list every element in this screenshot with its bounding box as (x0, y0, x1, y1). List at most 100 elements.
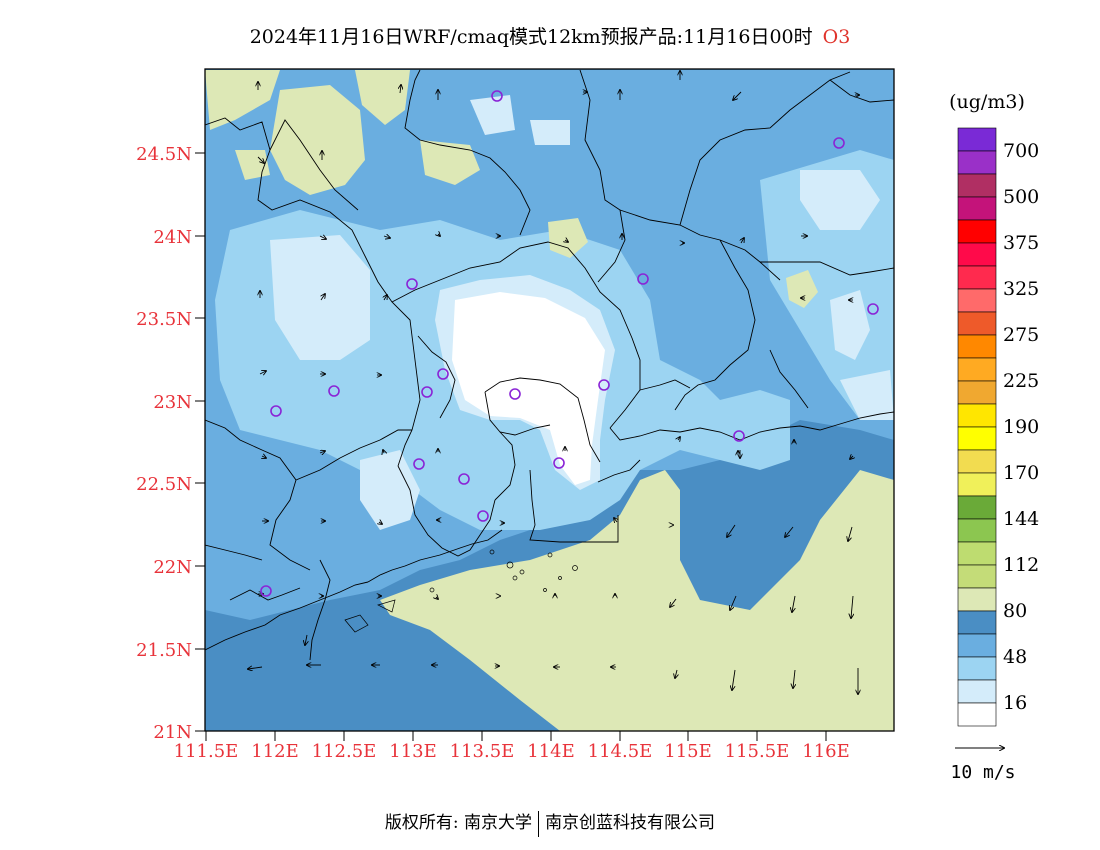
wind-arrow (614, 518, 617, 522)
legend-swatch (957, 495, 997, 520)
copyright-left: 版权所有: 南京大学 (384, 813, 533, 833)
wind-arrow (732, 669, 736, 690)
legend-label: 80 (1003, 600, 1027, 622)
legend-label: 500 (1003, 186, 1039, 208)
wind-arrow (384, 295, 387, 300)
lon-tick-label: 115E (664, 741, 712, 762)
site-marker (406, 278, 418, 290)
site-marker (421, 386, 433, 398)
wind-arrow (319, 236, 326, 239)
legend-label: 170 (1003, 462, 1039, 484)
lat-tick-label: 22.5N (136, 474, 192, 495)
wind-arrow (785, 526, 794, 537)
legend-swatch (957, 633, 997, 658)
lon-tick-label: 112E (251, 741, 299, 762)
wind-arrow (733, 91, 742, 100)
legend-label: 375 (1003, 232, 1039, 254)
lon-tick-label: 111.5E (174, 741, 239, 762)
longitude-labels: 111.5E 112E 112.5E 113E 113.5E 114E 114.… (174, 741, 850, 762)
lat-tick-label: 22N (153, 557, 192, 578)
color-legend: 700 500 375 325 275 225 190 170 144 112 80 48 16 (957, 127, 1039, 727)
wind-arrow (727, 524, 736, 537)
legend-swatch (957, 403, 997, 428)
legend-swatch (957, 380, 997, 405)
legend-swatch (957, 357, 997, 382)
site-marker (260, 585, 272, 597)
lon-tick-label: 114.5E (588, 741, 653, 762)
wind-arrow (793, 669, 795, 688)
site-marker (328, 385, 340, 397)
latitude-labels: 24.5N 24N 23.5N 23N 22.5N 22N 21.5N 21N (136, 144, 192, 743)
lon-tick-label: 115.5E (725, 741, 790, 762)
legend-swatch (957, 265, 997, 290)
legend-swatch (957, 449, 997, 474)
wind-arrow (678, 437, 680, 440)
wind-arrow (379, 522, 382, 524)
wind-arrow (262, 456, 266, 458)
legend-label: 48 (1003, 646, 1027, 668)
admin-boundaries (205, 69, 894, 661)
copyright-right: 南京创蓝科技有限公司 (545, 813, 716, 833)
legend-label: 16 (1003, 692, 1027, 714)
wind-arrow (321, 294, 325, 301)
legend-label: 144 (1003, 508, 1039, 530)
site-marker (458, 473, 470, 485)
wind-arrow (675, 669, 677, 678)
lon-tick-label: 116E (802, 741, 850, 762)
legend-label: 700 (1003, 140, 1039, 162)
lat-tick-label: 21N (153, 722, 192, 743)
lat-tick-label: 24N (153, 227, 192, 248)
site-marker (553, 457, 565, 469)
wind-vectors (248, 71, 859, 694)
wind-arrow (670, 598, 677, 607)
wind-arrow (565, 240, 568, 242)
legend-swatch (957, 656, 997, 681)
axis-ticks (195, 152, 827, 741)
legend-swatch (957, 679, 997, 704)
wind-arrow (850, 456, 853, 459)
site-marker (491, 90, 503, 102)
wind-arrow (305, 634, 307, 645)
legend-swatch (957, 426, 997, 451)
site-marker (867, 303, 879, 315)
lat-tick-label: 23N (153, 392, 192, 413)
site-marker (733, 430, 745, 442)
wind-arrow (851, 595, 853, 618)
legend-swatch (957, 311, 997, 336)
wind-arrow (248, 667, 263, 669)
wind-arrow (848, 526, 853, 541)
concentration-field (205, 69, 894, 731)
coast-islands (344, 549, 578, 633)
legend-swatch (957, 587, 997, 612)
site-marker (270, 405, 282, 417)
map-frame (204, 68, 895, 732)
site-marker (437, 368, 449, 380)
legend-swatch (957, 518, 997, 543)
legend-swatch (957, 242, 997, 267)
monitoring-sites (260, 90, 879, 597)
legend-label: 112 (1003, 554, 1039, 576)
legend-label: 190 (1003, 416, 1039, 438)
legend-swatch (957, 610, 997, 635)
legend-swatch (957, 150, 997, 175)
footer-divider (538, 810, 540, 837)
site-marker (413, 458, 425, 470)
wind-arrow (383, 236, 390, 238)
wind-arrow (792, 595, 795, 612)
title-text: 2024年11月16日WRF/cmaq模式12km预报产品:11月16日00时 (249, 26, 813, 48)
wind-arrow (730, 595, 737, 610)
legend-swatch (957, 288, 997, 313)
site-marker (477, 510, 489, 522)
legend-label: 225 (1003, 370, 1039, 392)
lat-tick-label: 23.5N (136, 309, 192, 330)
species-label: O3 (822, 26, 851, 48)
legend-swatch (957, 472, 997, 497)
lon-tick-label: 112.5E (312, 741, 377, 762)
wind-arrow (259, 371, 266, 374)
legend-swatch (957, 127, 997, 152)
lon-tick-label: 113E (389, 741, 437, 762)
wind-arrow (257, 156, 264, 163)
wind-arrow (400, 85, 401, 94)
lon-tick-label: 113.5E (450, 741, 515, 762)
